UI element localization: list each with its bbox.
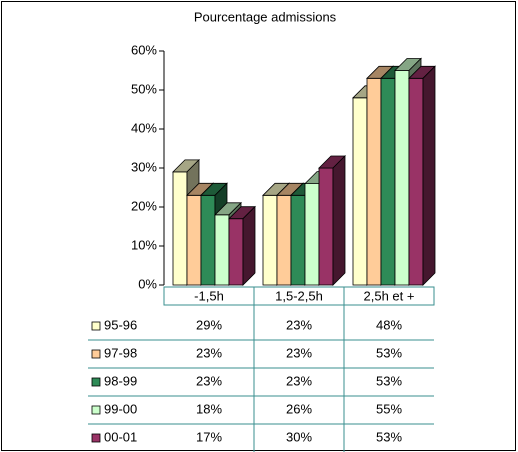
bar-top-shade (229, 206, 255, 219)
bar-front (172, 171, 188, 286)
bar-top-shade (201, 183, 227, 196)
y-tick-label: 60% (131, 42, 157, 57)
bar-top-shade (409, 66, 435, 79)
bar-top-shade (187, 183, 213, 196)
legend-swatch (91, 349, 101, 359)
data-label: 48% (376, 317, 402, 332)
legend-label: 97-98 (104, 345, 137, 360)
bar-front (304, 183, 320, 286)
data-label: 53% (376, 429, 402, 444)
bar-top-shade (173, 159, 199, 172)
legend-swatch (91, 433, 101, 443)
data-label: 23% (286, 317, 312, 332)
y-tick-label: 0% (138, 276, 157, 291)
data-label: 53% (376, 373, 402, 388)
data-label: 23% (196, 373, 222, 388)
legend-swatch (91, 377, 101, 387)
data-label: 55% (376, 401, 402, 416)
legend-label: 00-01 (104, 429, 137, 444)
bar-front (228, 218, 244, 286)
bar-front (366, 77, 382, 286)
bar-front (408, 77, 424, 286)
bar-front (214, 214, 230, 286)
legend-label: 99-00 (104, 401, 137, 416)
bar-side-shade (243, 206, 255, 285)
bar-top-shade (367, 66, 393, 79)
bar-front (380, 77, 396, 286)
bar-side-shade (423, 66, 435, 285)
bar-front (352, 97, 368, 286)
legend-label: 95-96 (104, 317, 137, 332)
bar-top-shade (277, 183, 303, 196)
data-label: 18% (196, 401, 222, 416)
bar-front (318, 167, 334, 286)
y-tick-label: 30% (131, 159, 157, 174)
y-tick-label: 40% (131, 120, 157, 135)
y-tick-label: 10% (131, 237, 157, 252)
y-tick-label: 50% (131, 81, 157, 96)
bar-top-shade (215, 202, 241, 215)
x-tick-label: -1,5h (194, 288, 224, 303)
y-tick-label: 20% (131, 198, 157, 213)
bar-side-shade (333, 156, 345, 285)
chart-title: Pourcentage admissions (194, 9, 337, 24)
data-label: 23% (286, 373, 312, 388)
bar-front (394, 70, 410, 286)
data-label: 29% (196, 317, 222, 332)
bar-top-shade (263, 183, 289, 196)
legend-swatch (91, 405, 101, 415)
data-label: 26% (286, 401, 312, 416)
data-label: 23% (196, 345, 222, 360)
data-label: 23% (286, 345, 312, 360)
data-label: 17% (196, 429, 222, 444)
legend-swatch (91, 321, 101, 331)
bar-front (262, 194, 278, 286)
x-tick-label: 1,5-2,5h (275, 288, 323, 303)
legend-label: 98-99 (104, 373, 137, 388)
bar-top-shade (319, 156, 345, 168)
category-header-box (163, 286, 435, 306)
data-label: 53% (376, 345, 402, 360)
bar-front (186, 194, 202, 286)
data-label: 30% (286, 429, 312, 444)
x-tick-label: 2,5h et + (364, 288, 415, 303)
bar-front (276, 194, 292, 286)
bar-top-shade (395, 58, 421, 71)
bar-front (290, 194, 306, 286)
bar-front (200, 194, 216, 286)
